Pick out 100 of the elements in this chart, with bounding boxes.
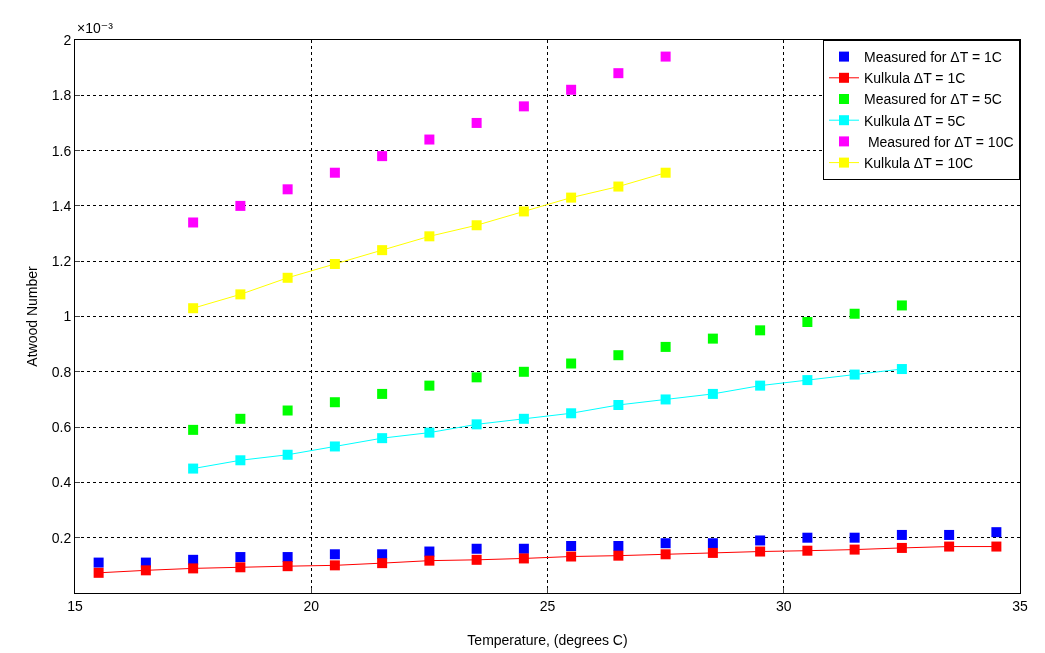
point bbox=[991, 541, 1002, 552]
point bbox=[282, 561, 293, 572]
point bbox=[613, 68, 624, 79]
point bbox=[566, 408, 577, 419]
point bbox=[518, 553, 529, 564]
point bbox=[613, 350, 624, 361]
point bbox=[849, 532, 860, 543]
y-tick-label: 0.8 bbox=[51, 363, 72, 380]
point bbox=[896, 542, 907, 553]
y-tick-label: 1.4 bbox=[51, 197, 72, 214]
point bbox=[188, 424, 199, 435]
point bbox=[518, 366, 529, 377]
y-tick-label: 0.4 bbox=[51, 474, 72, 491]
y-axis-title: Atwood Number bbox=[24, 265, 40, 367]
point bbox=[424, 231, 435, 242]
point bbox=[707, 333, 718, 344]
point bbox=[707, 547, 718, 558]
point bbox=[802, 375, 813, 386]
point bbox=[707, 388, 718, 399]
point bbox=[377, 558, 388, 569]
legend-label: Kulkula ΔT = 1C bbox=[864, 70, 966, 87]
point bbox=[282, 184, 293, 195]
point bbox=[991, 527, 1002, 538]
x-tick-label: 15 bbox=[67, 597, 83, 614]
point bbox=[471, 419, 482, 430]
point bbox=[424, 380, 435, 391]
point bbox=[235, 289, 246, 300]
point bbox=[755, 325, 766, 336]
legend-label: Measured for ΔT = 10C bbox=[864, 133, 1014, 150]
point bbox=[235, 413, 246, 424]
point bbox=[613, 399, 624, 410]
point bbox=[471, 554, 482, 565]
point bbox=[802, 317, 813, 328]
point bbox=[660, 167, 671, 178]
point bbox=[707, 538, 718, 549]
point bbox=[896, 364, 907, 375]
point bbox=[566, 358, 577, 369]
point bbox=[282, 272, 293, 283]
point bbox=[660, 538, 671, 549]
point bbox=[518, 206, 529, 217]
x-tick-label: 30 bbox=[775, 597, 792, 614]
x-axis-title: Temperature, (degrees C) bbox=[467, 632, 628, 648]
point bbox=[849, 369, 860, 380]
point bbox=[660, 549, 671, 560]
legend-label: Kulkula ΔT = 10C bbox=[864, 155, 974, 172]
point bbox=[424, 555, 435, 566]
point bbox=[755, 535, 766, 546]
point bbox=[471, 543, 482, 554]
y-tick-label: 2 bbox=[63, 31, 72, 48]
point bbox=[329, 167, 340, 178]
point bbox=[849, 544, 860, 555]
point bbox=[660, 394, 671, 405]
point bbox=[755, 546, 766, 557]
point bbox=[235, 562, 246, 573]
point bbox=[424, 134, 435, 145]
point bbox=[471, 117, 482, 128]
point bbox=[566, 84, 577, 95]
point bbox=[660, 341, 671, 352]
y-tick-label: 1.2 bbox=[51, 253, 72, 270]
point bbox=[377, 245, 388, 256]
point bbox=[188, 303, 199, 314]
point bbox=[755, 380, 766, 391]
point bbox=[944, 529, 955, 540]
x-tick-label: 35 bbox=[1012, 597, 1028, 614]
point bbox=[896, 529, 907, 540]
legend-label: Measured for ΔT = 5C bbox=[864, 91, 1002, 108]
y-tick-label: 1.6 bbox=[51, 142, 72, 159]
point bbox=[566, 551, 577, 562]
x-tick-label: 25 bbox=[539, 597, 556, 614]
point bbox=[93, 567, 104, 578]
point bbox=[613, 541, 624, 551]
point bbox=[329, 441, 340, 452]
point bbox=[282, 552, 293, 563]
point bbox=[235, 455, 246, 466]
point bbox=[660, 51, 671, 62]
point bbox=[329, 258, 340, 269]
point bbox=[329, 549, 340, 560]
point bbox=[424, 427, 435, 438]
point bbox=[377, 151, 388, 162]
point bbox=[140, 565, 151, 576]
legend-label: Kulkula ΔT = 5C bbox=[864, 112, 966, 129]
point bbox=[377, 433, 388, 444]
point bbox=[329, 397, 340, 408]
point bbox=[613, 550, 624, 561]
point bbox=[424, 546, 435, 557]
point bbox=[282, 405, 293, 416]
point bbox=[377, 549, 388, 560]
point bbox=[235, 200, 246, 211]
point bbox=[566, 192, 577, 203]
point bbox=[566, 541, 577, 551]
point bbox=[235, 552, 246, 563]
point bbox=[282, 449, 293, 460]
text: ×10⁻³ bbox=[77, 20, 114, 36]
point bbox=[518, 101, 529, 112]
point bbox=[471, 220, 482, 231]
point bbox=[896, 300, 907, 311]
legend-label: Measured for ΔT = 1C bbox=[864, 49, 1002, 66]
point bbox=[471, 372, 482, 383]
point bbox=[188, 217, 199, 228]
point bbox=[329, 560, 340, 571]
